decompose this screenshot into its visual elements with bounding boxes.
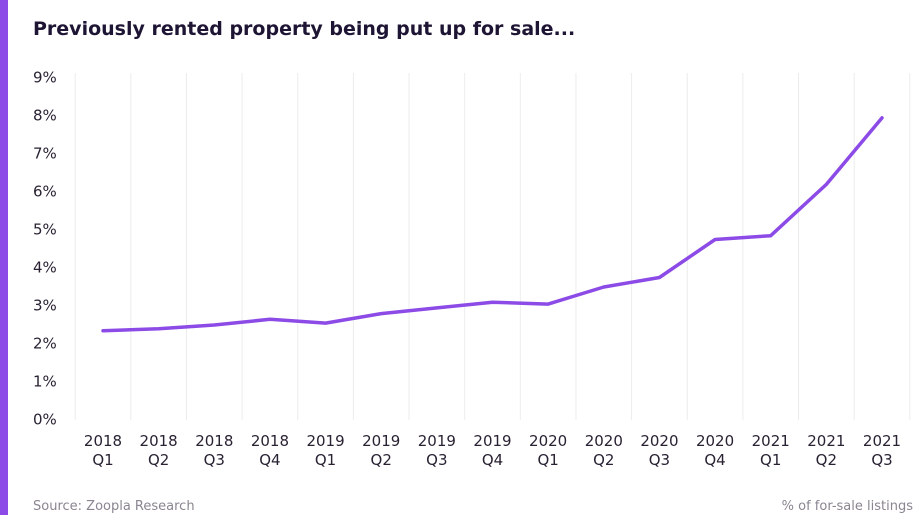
x-tick-label: 2021 Q3 — [862, 432, 902, 469]
y-tick-label: 6% — [33, 183, 57, 201]
x-tick-label: 2019 Q4 — [473, 432, 512, 469]
y-tick-label: 1% — [33, 373, 57, 391]
source: Source: Zoopla Research — [33, 499, 195, 514]
x-tick-label: 2020 Q2 — [584, 432, 623, 469]
x-tick-label: 2021 Q1 — [751, 432, 790, 469]
note: % of for-sale listings — [781, 499, 913, 514]
x-tick-label: 2020 Q3 — [640, 432, 679, 469]
chart-title: Previously rented property being put up … — [33, 18, 576, 40]
y-tick-label: 2% — [33, 335, 57, 353]
x-tick-label: 2020 Q4 — [695, 432, 735, 469]
line — [101, 116, 884, 333]
x-tick-label: 2019 Q1 — [306, 432, 345, 469]
x-tick-label: 2019 Q2 — [362, 432, 401, 469]
y-tick-label: 7% — [33, 145, 57, 163]
y-tick-label: 5% — [33, 221, 57, 239]
x-tick-label: 2021 Q2 — [807, 432, 846, 469]
accent-bar — [0, 0, 8, 515]
x-tick-label: 2018 Q4 — [250, 432, 290, 469]
x-tick-label: 2019 Q3 — [417, 432, 456, 469]
x-tick-label: 2020 Q1 — [529, 432, 568, 469]
x-tick-label: 2018 Q3 — [195, 432, 234, 469]
y-tick-label: 4% — [33, 259, 57, 277]
y-tick-label: 8% — [33, 107, 57, 125]
y-tick-label: 9% — [33, 69, 57, 87]
y-tick-label: 3% — [33, 297, 57, 315]
y-tick-label: 0% — [33, 411, 57, 429]
x-tick-label: 2018 Q1 — [83, 432, 123, 469]
x-tick-label: 2018 Q2 — [139, 432, 178, 469]
